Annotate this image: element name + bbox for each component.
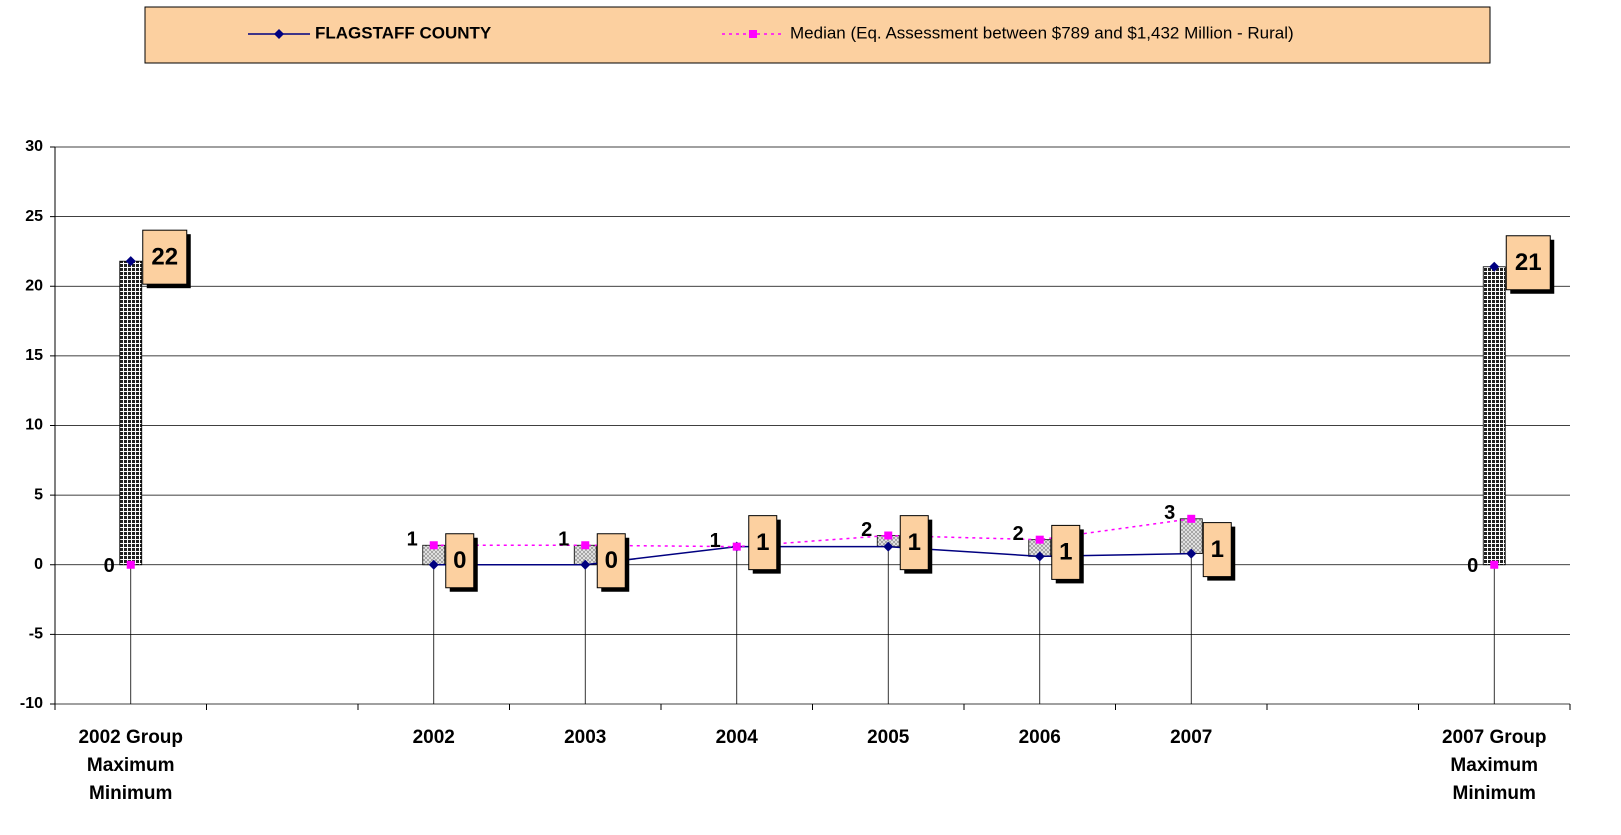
x-tick-label: 2006	[1018, 727, 1061, 748]
data-label: 3	[1164, 502, 1175, 524]
label-box	[1505, 235, 1551, 291]
x-tick-label: 2002	[412, 727, 455, 748]
range-bar	[1179, 518, 1203, 555]
y-tick-label: -10	[20, 695, 43, 712]
marker	[1489, 261, 1500, 272]
marker	[1035, 535, 1044, 544]
legend-box	[144, 6, 1491, 64]
marker	[883, 541, 894, 552]
label-box	[596, 533, 626, 589]
data-label: 21	[1515, 249, 1542, 276]
marker	[428, 559, 439, 570]
data-label: 1	[1211, 536, 1224, 563]
x-tick-label: 2003	[564, 727, 607, 748]
marker	[1187, 514, 1196, 523]
marker	[884, 531, 893, 540]
data-label: 1	[756, 529, 769, 556]
x-tick-label: 2007	[1170, 727, 1213, 748]
y-tick-label: 15	[25, 347, 43, 364]
y-tick-label: 5	[34, 486, 43, 503]
x-tick-label: 2005	[867, 727, 910, 748]
y-tick-label: 0	[34, 556, 43, 573]
marker	[126, 560, 135, 569]
label-box	[1051, 524, 1081, 580]
data-label: 1	[558, 529, 569, 551]
label-box	[142, 229, 188, 285]
label-box	[748, 515, 778, 571]
range-bar	[119, 260, 143, 566]
x-tick-label: 2007 Group Maximum Minimum	[1441, 727, 1547, 804]
legend-label: Median (Eq. Assessment between $789 and …	[790, 23, 1294, 42]
legend-marker	[749, 30, 757, 38]
y-tick-label: -5	[29, 626, 43, 643]
data-label: 0	[104, 555, 115, 577]
range-bar	[1482, 266, 1506, 566]
marker	[581, 541, 590, 550]
data-label: 2	[861, 519, 872, 541]
y-tick-label: 30	[25, 138, 43, 155]
label-box	[445, 533, 475, 589]
marker	[1490, 560, 1499, 569]
y-tick-label: 25	[25, 208, 43, 225]
data-label: 22	[151, 244, 178, 271]
marker	[1034, 551, 1045, 562]
data-label: 0	[605, 547, 618, 574]
data-label: 0	[1467, 555, 1478, 577]
y-tick-label: 10	[25, 417, 43, 434]
x-tick-label: 2004	[715, 727, 758, 748]
label-box	[899, 515, 929, 571]
y-tick-label: 20	[25, 277, 43, 294]
marker	[429, 541, 438, 550]
marker	[580, 559, 591, 570]
label-box	[1202, 522, 1232, 578]
data-label: 2	[1013, 523, 1024, 545]
x-tick-label: 2002 Group Maximum Minimum	[78, 727, 184, 804]
data-label: 1	[407, 529, 418, 551]
data-label: 0	[453, 547, 466, 574]
data-label: 1	[710, 530, 721, 552]
marker	[732, 542, 741, 551]
data-label: 1	[1059, 539, 1072, 566]
data-label: 1	[908, 529, 921, 556]
legend-label: FLAGSTAFF COUNTY	[315, 23, 492, 42]
legend-marker	[274, 29, 284, 39]
marker	[125, 256, 136, 267]
marker	[1186, 548, 1197, 559]
